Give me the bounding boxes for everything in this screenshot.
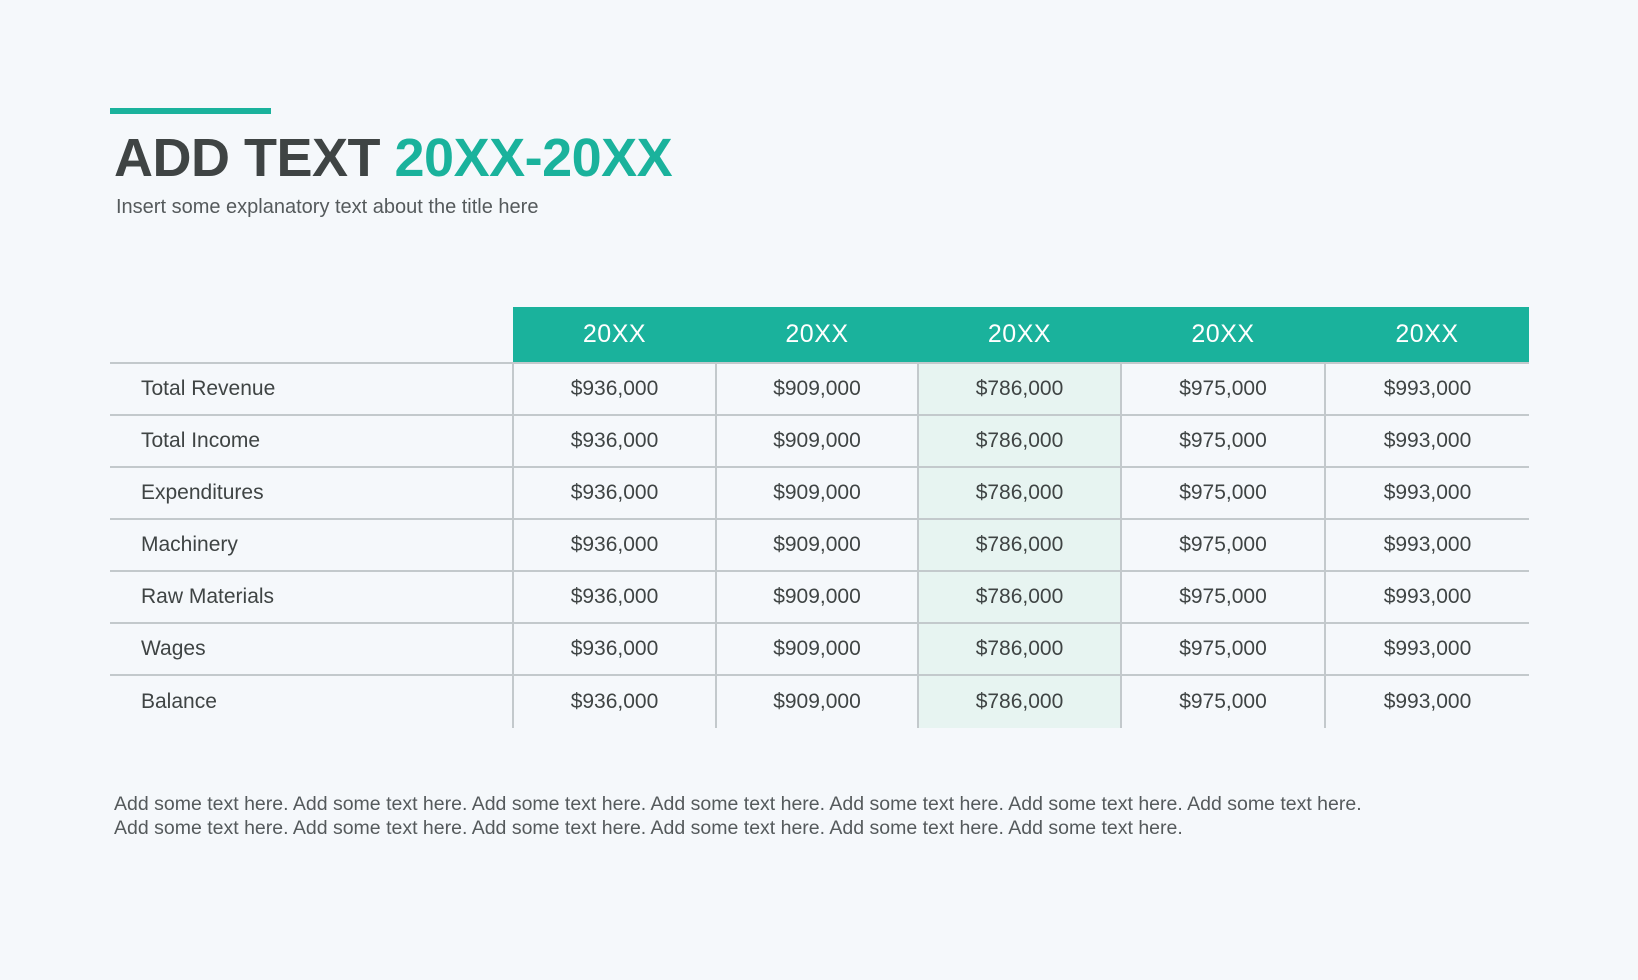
table-row: Expenditures $936,000 $909,000 $786,000 $975… bbox=[110, 467, 1529, 520]
table-row: Total Income $936,000 $909,000 $786,000 $975… bbox=[110, 415, 1529, 468]
title-accent-bar bbox=[110, 108, 271, 114]
table-cell: $993,000 bbox=[1324, 675, 1529, 728]
table-cell: $975,000 bbox=[1120, 571, 1325, 624]
table-cell: $909,000 bbox=[715, 363, 918, 416]
table-cell: $975,000 bbox=[1120, 623, 1325, 676]
title-main: ADD TEXT bbox=[114, 128, 381, 188]
page-subtitle: Insert some explanatory text about the t… bbox=[116, 196, 539, 218]
title-years: 20XX-20XX bbox=[394, 128, 673, 188]
table-cell: $786,000 bbox=[917, 467, 1121, 520]
table-cell: $786,000 bbox=[917, 571, 1121, 624]
column-header: 20XX bbox=[716, 307, 918, 363]
table-cell: $936,000 bbox=[512, 571, 716, 624]
table-cell: $975,000 bbox=[1120, 415, 1325, 468]
row-label: Expenditures bbox=[110, 467, 513, 520]
table-header-row: 20XX 20XX 20XX 20XX 20XX bbox=[110, 307, 1529, 363]
row-label: Total Revenue bbox=[110, 363, 513, 416]
footer-line-1: Add some text here. Add some text here. … bbox=[114, 793, 1362, 815]
table-row: Wages $936,000 $909,000 $786,000 $975,000 $99… bbox=[110, 623, 1529, 676]
table-cell: $975,000 bbox=[1120, 467, 1325, 520]
table-cell: $936,000 bbox=[512, 519, 716, 572]
table-row: Machinery $936,000 $909,000 $786,000 $975,00… bbox=[110, 519, 1529, 572]
table-cell: $975,000 bbox=[1120, 675, 1325, 728]
table-cell: $909,000 bbox=[715, 467, 918, 520]
table-body: Total Revenue $936,000 $909,000 $786,000 $97… bbox=[110, 363, 1529, 728]
table-cell: $993,000 bbox=[1324, 363, 1529, 416]
table-cell: $936,000 bbox=[512, 363, 716, 416]
table-cell: $909,000 bbox=[715, 623, 918, 676]
table-cell: $786,000 bbox=[917, 623, 1121, 676]
table-cell: $975,000 bbox=[1120, 363, 1325, 416]
column-header: 20XX bbox=[1325, 307, 1529, 363]
column-header: 20XX bbox=[513, 307, 716, 363]
table-cell: $786,000 bbox=[917, 363, 1121, 416]
footer-line-2: Add some text here. Add some text here. … bbox=[114, 817, 1183, 839]
table-cell: $909,000 bbox=[715, 675, 918, 728]
column-header: 20XX bbox=[1121, 307, 1325, 363]
table-cell: $909,000 bbox=[715, 415, 918, 468]
table-cell: $909,000 bbox=[715, 519, 918, 572]
table-cell: $993,000 bbox=[1324, 467, 1529, 520]
financial-table: 20XX 20XX 20XX 20XX 20XX Total Revenue $9… bbox=[110, 307, 1529, 728]
table-cell: $936,000 bbox=[512, 467, 716, 520]
table-cell: $936,000 bbox=[512, 675, 716, 728]
table-cell: $993,000 bbox=[1324, 571, 1529, 624]
table-cell: $786,000 bbox=[917, 415, 1121, 468]
row-label: Machinery bbox=[110, 519, 513, 572]
table-row: Balance $936,000 $909,000 $786,000 $975,000 $… bbox=[110, 675, 1529, 728]
row-label: Total Income bbox=[110, 415, 513, 468]
column-header: 20XX bbox=[918, 307, 1121, 363]
row-label: Wages bbox=[110, 623, 513, 676]
table-cell: $993,000 bbox=[1324, 519, 1529, 572]
table-cell: $975,000 bbox=[1120, 519, 1325, 572]
table-row: Total Revenue $936,000 $909,000 $786,000 $97… bbox=[110, 363, 1529, 416]
table-cell: $993,000 bbox=[1324, 415, 1529, 468]
page-title: ADD TEXT 20XX-20XX bbox=[114, 126, 673, 190]
footer-text: Add some text here. Add some text here. … bbox=[114, 792, 1534, 840]
row-label: Balance bbox=[141, 690, 217, 713]
table-cell: $936,000 bbox=[512, 415, 716, 468]
table-cell: $786,000 bbox=[917, 675, 1121, 728]
row-label: Raw Materials bbox=[110, 571, 513, 624]
table-row: Raw Materials $936,000 $909,000 $786,000 $97… bbox=[110, 571, 1529, 624]
table-cell: $786,000 bbox=[917, 519, 1121, 572]
table-cell: $993,000 bbox=[1324, 623, 1529, 676]
table-cell: $936,000 bbox=[512, 623, 716, 676]
header-corner-cell bbox=[110, 307, 513, 363]
table-cell: $909,000 bbox=[715, 571, 918, 624]
